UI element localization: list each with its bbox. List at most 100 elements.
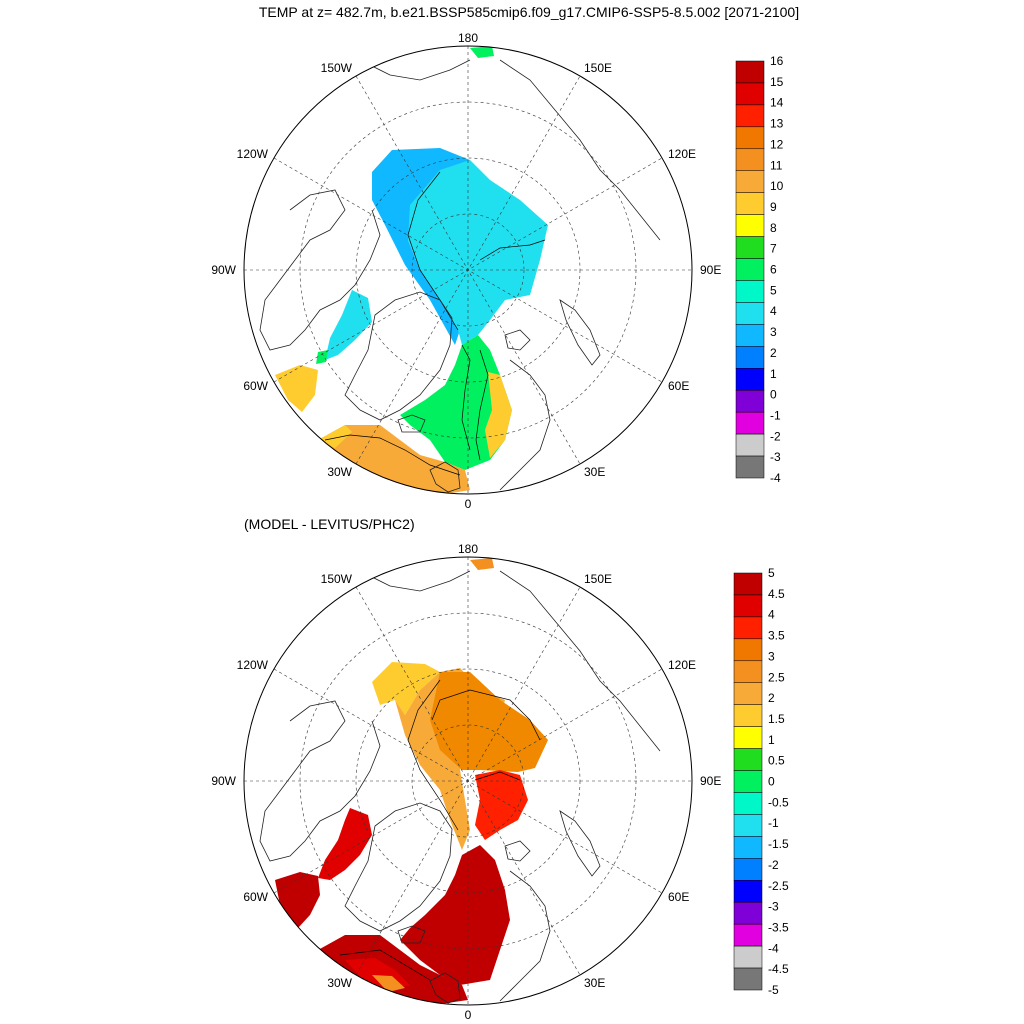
- scandinavia-coast: [499, 359, 551, 491]
- colorbar-tick-label: 5: [770, 283, 777, 297]
- lon-label-upper-left: 150W: [321, 61, 353, 75]
- colorbar-swatch: [735, 170, 765, 193]
- colorbar-swatch: [735, 60, 765, 84]
- scandinavia-coast-2: [499, 870, 551, 1002]
- colorbar-tick-label: -4: [770, 471, 781, 485]
- alaska-coast: [359, 59, 471, 81]
- colorbar-swatch: [735, 389, 765, 413]
- colorbar-tick-label: 10: [770, 179, 784, 193]
- colorbar-tick-label: 6: [770, 263, 777, 277]
- canadian-archipelago-2: [259, 700, 381, 862]
- colorbar-tick-label: -1.5: [768, 837, 789, 851]
- lon-label-lower-right-2: 30E: [584, 976, 605, 990]
- coastlines: [259, 59, 661, 493]
- colorbar-tick-label: 2.5: [768, 670, 785, 684]
- labrador-green-region: [316, 350, 328, 364]
- diff-contour-3: [431, 689, 541, 741]
- colorbar-tick-label: -3: [768, 900, 779, 914]
- baffin-bay-region: [325, 290, 372, 360]
- lon-label-mid-lower-right-2: 60E: [668, 890, 689, 904]
- lon-label-top-2: 180: [458, 542, 478, 556]
- novaya-zemlya: [559, 299, 601, 366]
- colorbar-tick-label: 5: [768, 566, 775, 580]
- labrador-diff: [275, 872, 320, 928]
- lon-label-mid-upper-left-2: 120W: [237, 658, 269, 672]
- lon-label-mid-lower-left-2: 60W: [243, 890, 268, 904]
- lon-label-lower-right: 30E: [584, 465, 605, 479]
- colorbar-swatch: [733, 945, 763, 969]
- siberian-coast: [499, 59, 661, 241]
- panel-model: 180 0 90W 90E 150W 150E 120W 120E 60W 60…: [211, 31, 783, 511]
- meridian-150: [355, 75, 581, 465]
- colorbar-swatch: [733, 594, 763, 618]
- lon-label-left: 90W: [211, 263, 236, 277]
- colorbar-swatch: [735, 433, 765, 457]
- colorbar-swatch: [735, 192, 765, 215]
- panel-difference: (MODEL - LEVITUS/PHC2): [211, 516, 789, 1022]
- colorbar-tick-label: 0: [768, 775, 775, 789]
- uk-coast: [429, 461, 461, 493]
- lon-label-lower-left: 30W: [327, 465, 352, 479]
- colorbar-tick-label: -4: [768, 941, 779, 955]
- colorbar-swatch: [733, 660, 763, 683]
- lon-label-mid-upper-left: 120W: [237, 147, 269, 161]
- colorbar-swatch: [735, 148, 765, 171]
- colorbar-tick-label: 9: [770, 200, 777, 214]
- colorbar-swatch: [735, 411, 765, 435]
- colorbar-swatch: [733, 814, 763, 837]
- colorbar-tick-label: 4: [770, 304, 777, 318]
- colorbar-swatch: [733, 967, 763, 991]
- colorbar-swatch: [733, 858, 763, 881]
- laptev-diff: [475, 770, 528, 840]
- colorbar-swatch: [735, 104, 765, 128]
- colorbar-swatch: [735, 280, 765, 303]
- colorbar-swatch: [735, 346, 765, 369]
- colorbar-swatch: [733, 572, 763, 596]
- canada-basin-region: [372, 148, 470, 345]
- colorbar-swatch: [733, 901, 763, 925]
- colorbar-tick-label: 0.5: [768, 754, 785, 768]
- colorbar-tick-label: 2: [770, 346, 777, 360]
- lon-label-upper-right-2: 150E: [584, 572, 612, 586]
- colorbar-tick-label: 11: [770, 158, 783, 172]
- lon-label-upper-left-2: 150W: [321, 572, 353, 586]
- longitude-labels: 180 0 90W 90E 150W 150E 120W 120E 60W 60…: [211, 31, 721, 511]
- colorbar-swatch: [733, 792, 763, 815]
- colorbar-tick-label: 14: [770, 96, 784, 110]
- colorbar-tick-label: -4.5: [768, 962, 789, 976]
- lon-label-mid-lower-left: 60W: [243, 379, 268, 393]
- colorbar-swatch: [733, 704, 763, 727]
- lon-label-mid-lower-right: 60E: [668, 379, 689, 393]
- colorbar-tick-label: -3.5: [768, 920, 789, 934]
- baffin-diff: [318, 808, 372, 880]
- diff-contour-2: [407, 679, 459, 831]
- greenland-coast: [344, 291, 453, 421]
- iceland-2: [397, 925, 426, 944]
- diff-contour-35: [474, 771, 521, 781]
- graticule-2: [244, 557, 692, 1005]
- map-boundary-2: [243, 556, 693, 1006]
- colorbar-tick-label: -3: [770, 450, 781, 464]
- labrador-sea-region: [275, 365, 318, 412]
- uk-coast-2: [429, 972, 461, 1004]
- iceland: [397, 414, 426, 433]
- lon-label-right: 90E: [700, 263, 721, 277]
- panel-subtitle: (MODEL - LEVITUS/PHC2): [244, 516, 415, 532]
- bering-strait-region: [470, 46, 494, 58]
- lon-label-top: 180: [458, 31, 478, 45]
- colorbar-swatch: [735, 324, 765, 347]
- colorbar-swatch: [735, 368, 765, 391]
- norwegian-coast-region: [485, 372, 512, 458]
- colorbar-tick-label: 15: [770, 75, 784, 89]
- colorbar-tick-label: 12: [770, 137, 784, 151]
- siberian-coast-2: [499, 570, 661, 752]
- colorbar-swatch: [733, 748, 763, 771]
- lon-label-upper-right: 150E: [584, 61, 612, 75]
- colorbar-tick-label: -1: [768, 816, 779, 830]
- figure-title: TEMP at z= 482.7m, b.e21.BSSP585cmip6.f0…: [259, 4, 799, 20]
- colorbar-swatch: [733, 836, 763, 859]
- colorbar-tick-label: 13: [770, 117, 784, 131]
- north-atlantic-region: [318, 425, 470, 494]
- meridian-150-2: [355, 586, 581, 976]
